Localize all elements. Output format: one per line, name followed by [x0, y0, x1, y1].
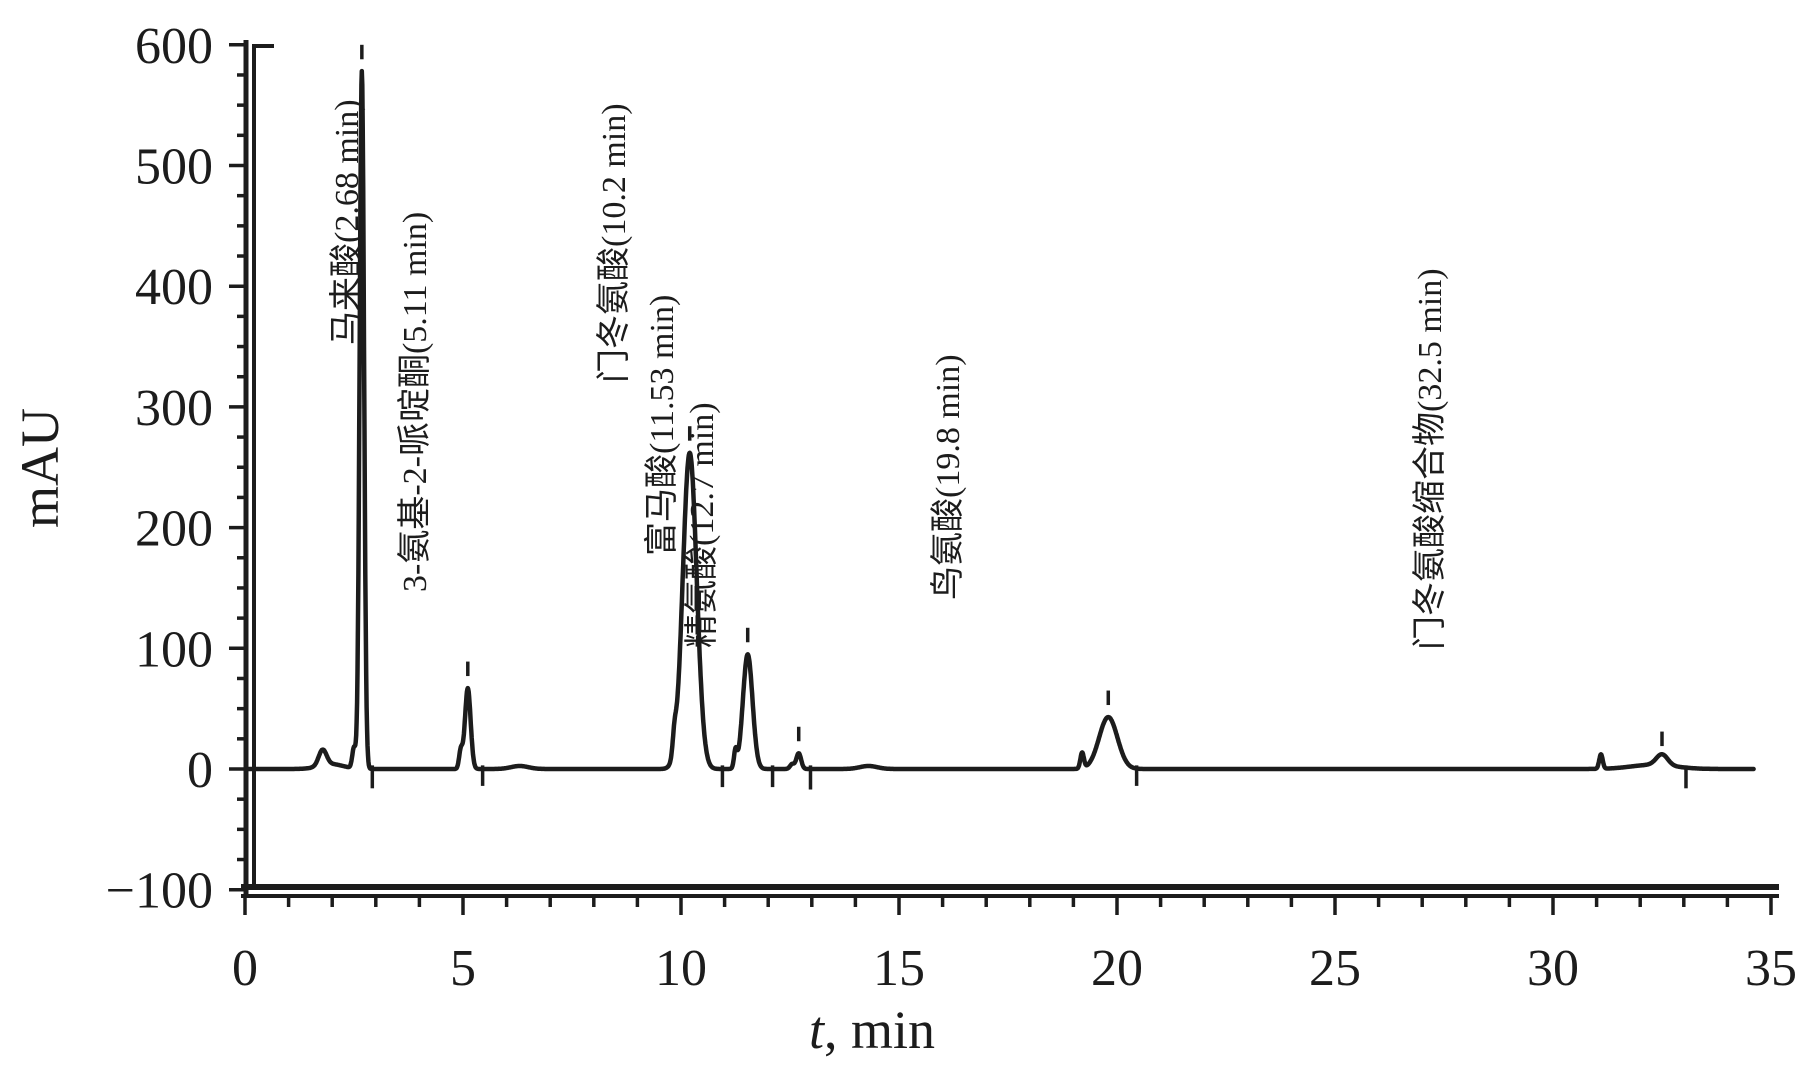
peak-label: 马来酸(2.68 min) — [328, 99, 366, 345]
x-tick-label: 35 — [1745, 940, 1797, 997]
y-tick-label: 300 — [135, 380, 213, 437]
x-tick-label: 25 — [1309, 940, 1361, 997]
chromatogram-generated-layer: 600 500 400 300 200 100 0 −100 0 5 10 15 20 25 30 35 马来酸… — [106, 18, 1797, 997]
x-tick-label: 5 — [450, 940, 476, 997]
peak-label: 3-氨基-2-哌啶酮(5.11 min) — [396, 212, 434, 592]
y-tick-label: 100 — [135, 621, 213, 678]
peak-label: 鸟氨酸(19.8 min) — [929, 354, 967, 600]
x-tick-label: 10 — [655, 940, 707, 997]
y-tick-label: −100 — [106, 863, 213, 920]
x-tick-label: 20 — [1091, 940, 1143, 997]
chromatogram-trace — [245, 68, 1756, 772]
peak-label: 富马酸(11.53 min) — [643, 295, 681, 556]
y-tick-label: 0 — [187, 742, 213, 799]
y-tick-label: 600 — [135, 18, 213, 75]
y-axis-title: mAU — [10, 408, 70, 528]
x-axis-title: t, min — [809, 1000, 935, 1060]
y-tick-label: 400 — [135, 259, 213, 316]
x-axis-title-unit: , min — [824, 1000, 935, 1060]
x-tick-label: 15 — [873, 940, 925, 997]
peak-label: 门冬氨酸缩合物(32.5 min) — [1411, 268, 1449, 650]
peak-label: 精氨酸(12.7 min) — [683, 402, 721, 648]
x-axis-title-variable: t — [809, 1000, 826, 1060]
x-tick-label: 30 — [1527, 940, 1579, 997]
y-tick-label: 200 — [135, 501, 213, 558]
peak-label: 门冬氨酸(10.2 min) — [595, 103, 633, 383]
x-tick-label: 0 — [232, 940, 258, 997]
y-tick-label: 500 — [135, 139, 213, 196]
